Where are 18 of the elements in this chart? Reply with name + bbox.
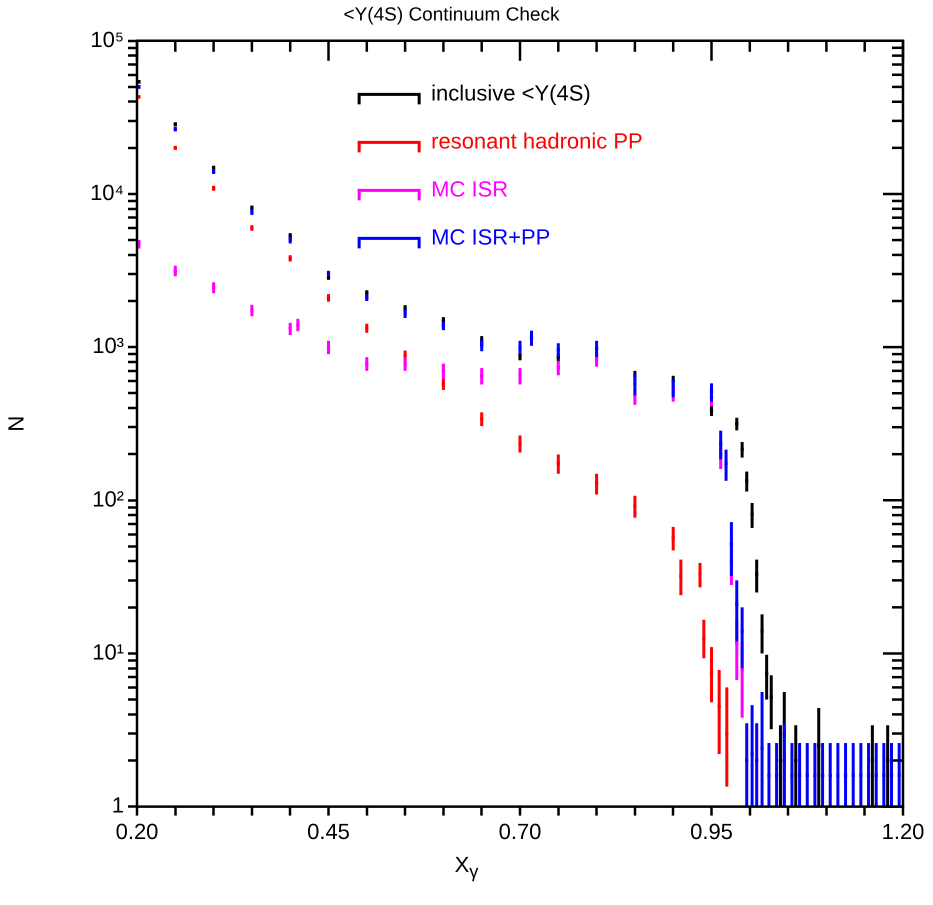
x-axis-title: X$_{γ}$ bbox=[454, 852, 480, 882]
y-tick-label: 10⁵ bbox=[90, 26, 124, 52]
legend-label: MC ISR+PP bbox=[431, 224, 550, 250]
y-tick-label: 10³ bbox=[92, 333, 124, 358]
y-tick-label: 1 bbox=[112, 792, 124, 818]
x-tick-label: 0.45 bbox=[307, 818, 350, 844]
x-tick-label: 1.20 bbox=[882, 818, 924, 844]
x-tick-label: 0.95 bbox=[690, 818, 733, 844]
y-tick-label: 10¹ bbox=[92, 640, 124, 665]
y-tick-label: 10⁴ bbox=[90, 180, 124, 206]
x-tick-label: 0.70 bbox=[498, 818, 542, 844]
legend-label: MC ISR bbox=[431, 176, 508, 202]
chart-title: <Υ(4S) Continuum Check bbox=[344, 4, 560, 26]
y-tick-label: 10² bbox=[92, 486, 124, 512]
x-tick-label: 0.20 bbox=[116, 818, 158, 844]
legend-label: resonant hadronic PP bbox=[431, 128, 643, 154]
legend-label: inclusive <Υ(4S) bbox=[431, 80, 591, 106]
y-axis-title: N bbox=[3, 416, 28, 432]
